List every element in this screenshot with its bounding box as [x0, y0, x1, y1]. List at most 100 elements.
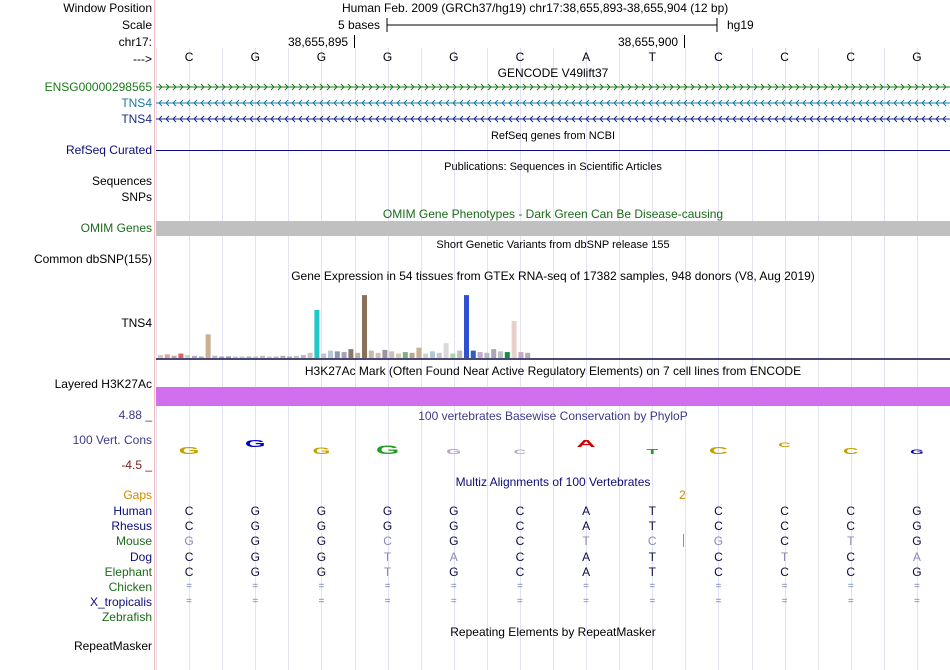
tns4-track-label-2[interactable]: TNS4	[121, 112, 152, 126]
strand-arrow	[571, 83, 576, 91]
gtex-tissue-bar	[287, 356, 293, 358]
gtex-tissue-bar	[178, 353, 184, 358]
strand-arrow	[361, 83, 366, 91]
species-label[interactable]: Rhesus	[111, 519, 152, 534]
repeatmasker-track-label[interactable]: RepeatMasker	[73, 639, 152, 653]
refseq-gene-line[interactable]	[156, 150, 950, 151]
strand-arrow	[263, 99, 268, 107]
strand-arrow	[431, 99, 436, 107]
position-tick-mark-2	[684, 35, 685, 48]
strand-arrow	[277, 83, 282, 91]
alignment-base: C	[714, 564, 723, 579]
alignment-base: G	[250, 564, 260, 579]
cons-logo-letter: G	[179, 445, 200, 456]
strand-arrow	[235, 99, 240, 107]
tns4-track-label-1[interactable]: TNS4	[121, 96, 152, 110]
gtex-tissue-bar	[321, 353, 327, 358]
strand-arrow	[809, 99, 814, 107]
strand-arrow	[368, 99, 373, 107]
strand-arrow	[333, 83, 338, 91]
alignment-base: G	[449, 534, 459, 549]
alignment-base: =	[649, 581, 656, 592]
species-label[interactable]: Mouse	[115, 534, 152, 549]
strand-arrow	[473, 99, 478, 107]
strand-arrow	[557, 115, 562, 123]
strand-arrow	[620, 115, 625, 123]
cons-min-label: -4.5 _	[121, 458, 152, 472]
refseq-title: RefSeq genes from NCBI	[490, 130, 616, 142]
scale-label: Scale	[121, 18, 152, 32]
gtex-track-label[interactable]: TNS4	[121, 316, 152, 330]
conservation-logos[interactable]: GGG G G CAT CCC G	[156, 432, 950, 472]
strand-arrow	[410, 115, 415, 123]
strand-arrow	[347, 115, 352, 123]
refseq-track-label[interactable]: RefSeq Curated	[65, 143, 152, 157]
strand-arrow	[333, 115, 338, 123]
track-area[interactable]: Human Feb. 2009 (GRCh37/hg19) chr17:38,6…	[156, 0, 950, 670]
gencode-genes[interactable]	[156, 80, 950, 130]
strand-arrow	[683, 83, 688, 91]
strand-arrow	[711, 115, 716, 123]
species-label[interactable]: X_tropicalis	[89, 595, 152, 610]
omim-track-label[interactable]: OMIM Genes	[80, 221, 152, 235]
strand-arrow	[480, 115, 485, 123]
strand-arrow	[781, 99, 786, 107]
cons-logo-letter: C	[514, 448, 527, 456]
strand-arrow	[907, 83, 912, 91]
strand-arrow	[452, 115, 457, 123]
dbsnp-track-label[interactable]: Common dbSNP(155)	[33, 252, 152, 266]
gtex-tissue-bar	[164, 354, 170, 358]
strand-arrow	[193, 83, 198, 91]
ensg-track-label[interactable]: ENSG00000298565	[44, 80, 152, 94]
strand-arrow	[536, 83, 541, 91]
cons-logo-letter: G	[910, 448, 924, 456]
strand-arrow	[830, 115, 835, 123]
strand-arrow	[788, 99, 793, 107]
species-label[interactable]: Zebrafish	[101, 610, 152, 625]
alignment-base: C	[184, 564, 194, 579]
species-label[interactable]: Chicken	[108, 580, 152, 594]
alignment-base: G	[184, 534, 194, 549]
strand-arrow	[396, 83, 401, 91]
strand-arrow	[634, 83, 639, 91]
strand-arrow	[424, 83, 429, 91]
strand-arrow	[662, 83, 667, 91]
gtex-tissue-bar	[294, 355, 299, 358]
h3k27-signal-bar[interactable]	[156, 387, 950, 406]
cons-track-label[interactable]: 100 Vert. Cons	[72, 433, 152, 447]
strand-arrow	[501, 99, 506, 107]
strand-arrow	[179, 83, 184, 91]
strand-arrow	[466, 99, 471, 107]
gtex-tissue-bar	[198, 356, 204, 358]
strand-arrow	[179, 115, 184, 123]
alignment-base: G	[316, 534, 327, 549]
alignment-base: G	[382, 504, 393, 518]
strand-arrow	[585, 83, 590, 91]
gtex-tissue-bar	[253, 356, 259, 358]
strand-arrow	[487, 115, 492, 123]
omim-gene-bar[interactable]	[156, 221, 950, 236]
h3k27-title: H3K27Ac Mark (Often Found Near Active Re…	[304, 364, 802, 378]
snps-track-label[interactable]: SNPs	[121, 190, 152, 204]
strand-arrow	[389, 115, 394, 123]
strand-arrow	[928, 83, 933, 91]
strand-arrow	[914, 99, 919, 107]
h3k27-track-label[interactable]: Layered H3K27Ac	[54, 377, 152, 391]
strand-arrow	[375, 99, 380, 107]
reference-base: G	[316, 50, 327, 64]
strand-arrow	[704, 99, 709, 107]
alignment-base: G	[382, 519, 393, 534]
species-label[interactable]: Dog	[129, 549, 152, 564]
species-label[interactable]: Human	[113, 504, 152, 518]
strand-arrow	[221, 83, 226, 91]
alignment-base: A	[582, 519, 591, 534]
species-label[interactable]: Elephant	[104, 564, 152, 579]
sequences-track-label[interactable]: Sequences	[91, 174, 152, 188]
strand-arrow	[200, 115, 205, 123]
strand-arrow	[277, 99, 282, 107]
gtex-tissue-bar	[477, 352, 483, 358]
gtex-bar-chart[interactable]	[156, 284, 950, 360]
scale-assembly-text: hg19	[727, 18, 754, 32]
strand-arrow	[802, 83, 807, 91]
strand-arrow	[809, 83, 814, 91]
